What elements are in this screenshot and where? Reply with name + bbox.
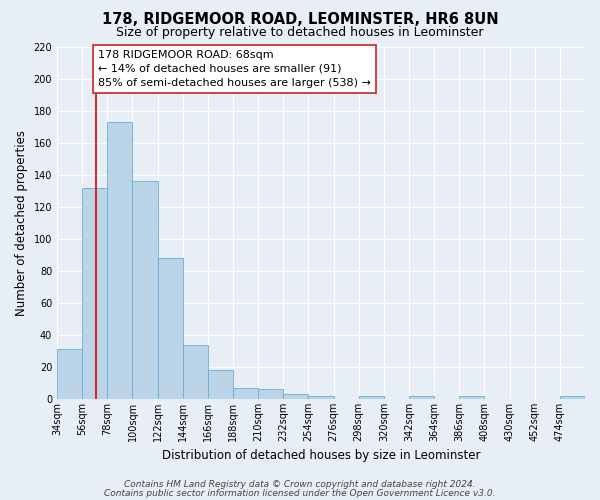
Bar [107, 122, 133, 399]
Bar [258, 390, 283, 399]
Bar [283, 394, 308, 399]
Bar [183, 344, 208, 399]
Bar [133, 181, 158, 399]
Text: 178 RIDGEMOOR ROAD: 68sqm
← 14% of detached houses are smaller (91)
85% of semi-: 178 RIDGEMOOR ROAD: 68sqm ← 14% of detac… [98, 50, 371, 88]
Bar [359, 396, 384, 399]
Bar [459, 396, 484, 399]
Text: Size of property relative to detached houses in Leominster: Size of property relative to detached ho… [116, 26, 484, 39]
Text: Contains public sector information licensed under the Open Government Licence v3: Contains public sector information licen… [104, 488, 496, 498]
Text: 178, RIDGEMOOR ROAD, LEOMINSTER, HR6 8UN: 178, RIDGEMOOR ROAD, LEOMINSTER, HR6 8UN [101, 12, 499, 28]
Y-axis label: Number of detached properties: Number of detached properties [15, 130, 28, 316]
Bar [308, 396, 334, 399]
Bar [560, 396, 585, 399]
Bar [158, 258, 183, 399]
Bar [82, 188, 107, 399]
Bar [57, 350, 82, 399]
Bar [409, 396, 434, 399]
X-axis label: Distribution of detached houses by size in Leominster: Distribution of detached houses by size … [162, 450, 480, 462]
Text: Contains HM Land Registry data © Crown copyright and database right 2024.: Contains HM Land Registry data © Crown c… [124, 480, 476, 489]
Bar [233, 388, 258, 399]
Bar [208, 370, 233, 399]
